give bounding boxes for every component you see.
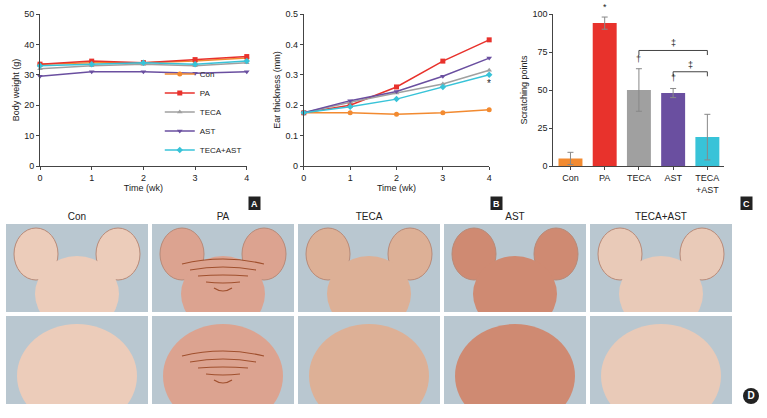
svg-text:4: 4 [487, 173, 492, 183]
svg-text:20: 20 [24, 100, 34, 110]
svg-text:A: A [251, 199, 258, 209]
svg-text:1: 1 [89, 173, 94, 183]
svg-text:30: 30 [24, 70, 34, 80]
svg-text:Time (wk): Time (wk) [377, 183, 416, 193]
svg-text:0: 0 [37, 173, 42, 183]
svg-text:*: * [487, 78, 491, 89]
html-text:PA: PA [216, 211, 230, 222]
svg-text:Ear thickness (mm): Ear thickness (mm) [272, 51, 282, 129]
svg-text:0.3: 0.3 [285, 70, 298, 80]
svg-text:Con: Con [562, 173, 579, 183]
svg-text:3: 3 [193, 173, 198, 183]
svg-text:†: † [636, 54, 641, 64]
svg-text:0: 0 [29, 161, 34, 171]
svg-text:0: 0 [543, 161, 548, 171]
svg-text:0.1: 0.1 [285, 131, 298, 141]
svg-text:PA: PA [599, 173, 610, 183]
svg-text:10: 10 [24, 131, 34, 141]
svg-text:0: 0 [301, 173, 306, 183]
svg-text:TECA: TECA [627, 173, 651, 183]
svg-text:TECA+AST: TECA+AST [695, 173, 719, 195]
svg-text:Time (wk): Time (wk) [124, 183, 163, 193]
svg-text:B: B [493, 199, 500, 209]
svg-text:Body weight (g): Body weight (g) [11, 59, 21, 122]
svg-text:0.2: 0.2 [285, 100, 298, 110]
svg-text:TECA: TECA [200, 108, 222, 117]
svg-text:‡: ‡ [688, 60, 693, 70]
svg-text:PA: PA [200, 89, 211, 98]
html-text:TECA: TECA [355, 211, 383, 222]
svg-text:50: 50 [538, 85, 548, 95]
svg-text:100: 100 [533, 9, 548, 19]
svg-text:0.5: 0.5 [285, 9, 298, 19]
svg-text:*: * [603, 2, 607, 12]
svg-text:2: 2 [141, 173, 146, 183]
svg-text:AST: AST [200, 127, 216, 136]
html-text:Con: Con [67, 211, 87, 222]
svg-text:Con: Con [200, 70, 215, 79]
svg-text:C: C [743, 199, 750, 209]
svg-text:50: 50 [24, 9, 34, 19]
svg-text:0: 0 [293, 161, 298, 171]
svg-text:2: 2 [394, 173, 399, 183]
svg-text:TECA+AST: TECA+AST [200, 146, 242, 155]
svg-text:3: 3 [440, 173, 445, 183]
svg-text:25: 25 [538, 123, 548, 133]
svg-text:0.4: 0.4 [285, 40, 298, 50]
svg-text:AST: AST [664, 173, 682, 183]
html-text:AST: AST [505, 211, 525, 222]
svg-text:1: 1 [348, 173, 353, 183]
html-text:D: D [747, 390, 755, 401]
svg-text:75: 75 [538, 47, 548, 57]
html-text:TECA+AST: TECA+AST [635, 211, 687, 222]
svg-text:†: † [671, 73, 676, 83]
svg-text:‡: ‡ [671, 38, 676, 48]
svg-text:4: 4 [244, 173, 249, 183]
svg-text:Scratching points: Scratching points [519, 55, 529, 125]
svg-text:40: 40 [24, 40, 34, 50]
